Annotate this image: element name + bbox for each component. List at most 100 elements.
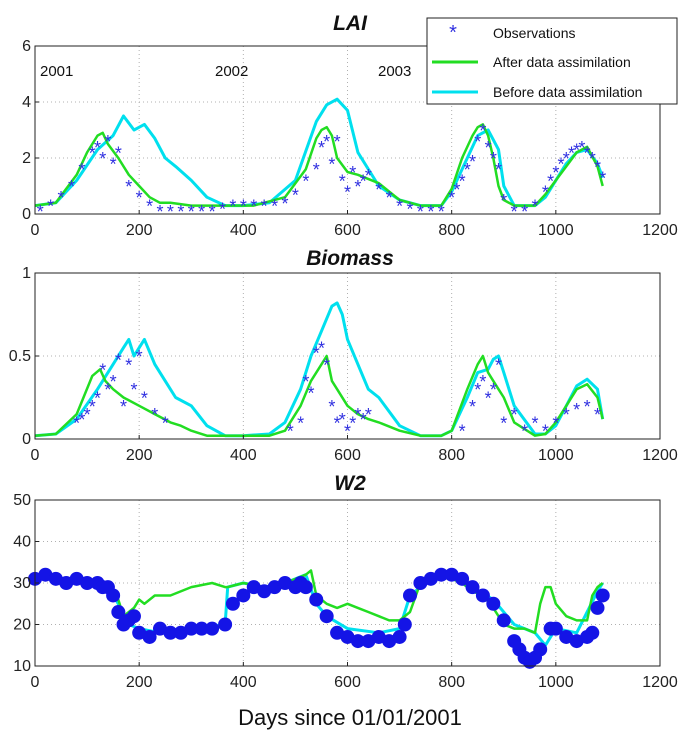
lai-observation-point: * [396,197,403,217]
w2-observation-point [106,588,121,603]
w2-xtick-label: 0 [31,674,40,691]
lai-xtick-label: 1200 [642,222,678,239]
biomass-observation-point: * [318,339,325,359]
w2-observation-point [111,605,126,620]
lai-panel: LAI * * *********** * * * * * * * * * * * * * * *********… [22,12,678,239]
lai-observation-point: * [479,121,486,141]
w2-observation-point [142,629,157,644]
legend-marker-observations: * [449,22,457,44]
lai-observation-point: * [323,132,330,152]
w2-observation-point [205,621,220,636]
w2-observation-point [184,621,199,636]
biomass-xtick-label: 1200 [642,447,678,464]
w2-observation-point [163,625,178,640]
biomass-observation-point: * [485,389,492,409]
biomass-observation-point: * [344,422,351,442]
biomass-observation-point: * [474,380,481,400]
lai-observation-point: * [339,171,346,191]
lai-observation-point: * [104,132,111,152]
biomass-observation-point: * [84,405,91,425]
lai-observation-point: * [459,171,466,191]
biomass-observation-point: * [531,413,538,433]
w2-ytick-label: 50 [13,492,31,509]
lai-after-assimilation-line [34,123,604,207]
lai-xtick-label: 1000 [538,222,574,239]
biomass-observation-point: * [563,405,570,425]
w2-observation-point [434,567,449,582]
biomass-grid [35,273,660,439]
biomass-observation-point: * [542,422,549,442]
biomass-observation-point: * [500,413,507,433]
biomass-observation-point: * [308,384,315,404]
w2-observation-point [350,634,365,649]
biomass-observation-point: * [495,355,502,375]
lai-xtick-label: 0 [31,222,40,239]
lai-observation-point: * [78,160,85,180]
w2-yticks: 10 20 30 40 50 [13,492,39,675]
w2-observation-point [309,592,324,607]
lai-observation-point: * [349,163,356,183]
biomass-observation-point: * [594,405,601,425]
w2-ytick-label: 30 [13,575,31,592]
w2-xtick-label: 400 [230,674,257,691]
lai-observation-point: * [469,152,476,172]
biomass-observation-point: * [349,413,356,433]
lai-series: * * *********** * * * * * * * * * * * * * * *************… [34,97,606,222]
lai-observation-point: * [511,202,518,222]
w2-observation-point [225,596,240,611]
biomass-xtick-label: 0 [31,447,40,464]
lai-observation-point: * [578,138,585,158]
lai-xtick-label: 200 [126,222,153,239]
lai-observation-point: * [313,160,320,180]
biomass-xtick-label: 800 [438,447,465,464]
lai-observation-point: * [281,194,288,214]
biomass-observation-point: * [151,405,158,425]
lai-observation-point: * [490,149,497,169]
w2-observation-point [595,588,610,603]
lai-observation-point: * [552,163,559,183]
w2-ytick-label: 40 [13,534,31,551]
biomass-title: Biomass [306,247,394,270]
w2-observation-point [496,613,511,628]
lai-observation-point: * [47,197,54,217]
lai-observation-point: * [219,199,226,219]
lai-observation-point: * [464,160,471,180]
lai-observation-point: * [261,197,268,217]
lai-observation-point: * [110,155,117,175]
lai-observation-point: * [360,171,367,191]
biomass-observation-point: * [511,405,518,425]
w2-observation-point [236,588,251,603]
lai-observation-point: * [250,197,257,217]
lai-observation-point: * [599,169,606,189]
w2-xtick-label: 200 [126,674,153,691]
lai-observation-point: * [229,197,236,217]
w2-xtick-label: 1200 [642,674,678,691]
lai-ytick-label: 0 [22,206,31,223]
lai-observation-point: * [328,155,335,175]
lai-observation-point: * [318,138,325,158]
biomass-observation-point: * [73,413,80,433]
w2-xtick-label: 600 [334,674,361,691]
w2-ytick-label: 20 [13,617,31,634]
lai-observation-point: * [302,171,309,191]
biomass-observation-point: * [297,413,304,433]
w2-ytick-label: 10 [13,658,31,675]
biomass-series: *************** * * ********************** *… [34,301,605,442]
biomass-observation-point: * [459,422,466,442]
lai-observation-point: * [584,143,591,163]
lai-observation-point: * [334,132,341,152]
lai-observation-point: * [240,197,247,217]
w2-observation-point [455,571,470,586]
lai-observation-point: * [594,157,601,177]
biomass-observation-point: * [339,410,346,430]
lai-observation-point: * [115,143,122,163]
lai-observation-point: * [58,188,65,208]
biomass-xtick-label: 400 [230,447,257,464]
biomass-observation-point: * [354,405,361,425]
lai-observation-point: * [167,202,174,222]
lai-observation-point: * [448,188,455,208]
w2-observation-point [548,621,563,636]
w2-observation-point [585,625,600,640]
lai-observation-point: * [417,202,424,222]
